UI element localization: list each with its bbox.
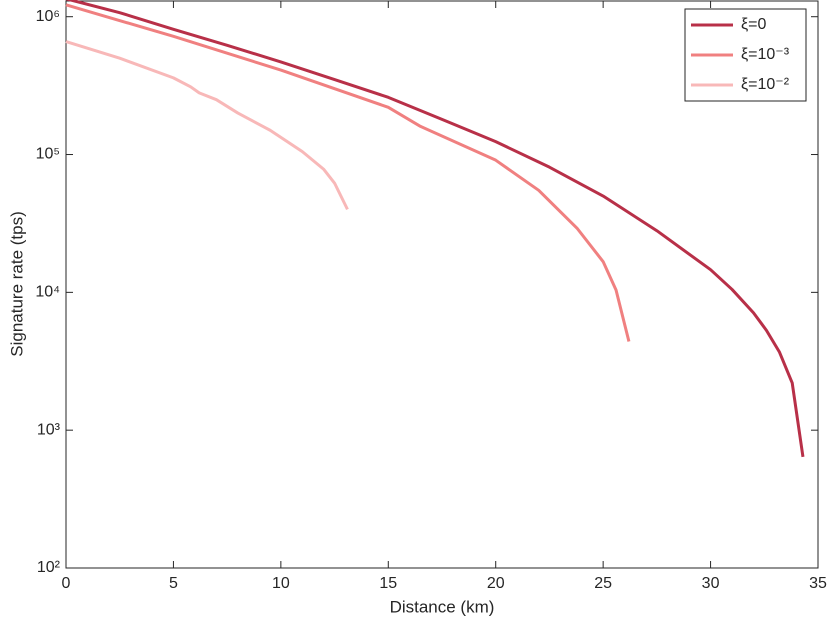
line-series — [65, 3, 631, 342]
x-tick-label: 20 — [487, 575, 505, 592]
y-axis-label: Signature rate (tps) — [7, 211, 26, 357]
line-series — [65, 40, 349, 211]
legend-label: ξ=10⁻² — [741, 76, 790, 93]
y-tick-label: 10² — [37, 559, 61, 576]
legend-label: ξ=0 — [741, 16, 767, 33]
y-tick-label: 10⁶ — [36, 8, 60, 25]
legend-label: ξ=10⁻³ — [741, 46, 790, 63]
x-tick-label: 25 — [594, 575, 612, 592]
x-tick-label: 5 — [169, 575, 178, 592]
y-tick-label: 10⁵ — [36, 146, 60, 163]
x-tick-label: 10 — [272, 575, 290, 592]
x-tick-label: 35 — [809, 575, 827, 592]
y-tick-label: 10³ — [37, 421, 61, 438]
x-tick-label: 0 — [62, 575, 71, 592]
x-axis-label: Distance (km) — [390, 597, 495, 616]
line-series — [65, 0, 805, 458]
x-tick-label: 15 — [379, 575, 397, 592]
plot-frame — [65, 0, 819, 569]
x-tick-label: 30 — [702, 575, 720, 592]
y-tick-label: 10⁴ — [35, 284, 60, 301]
